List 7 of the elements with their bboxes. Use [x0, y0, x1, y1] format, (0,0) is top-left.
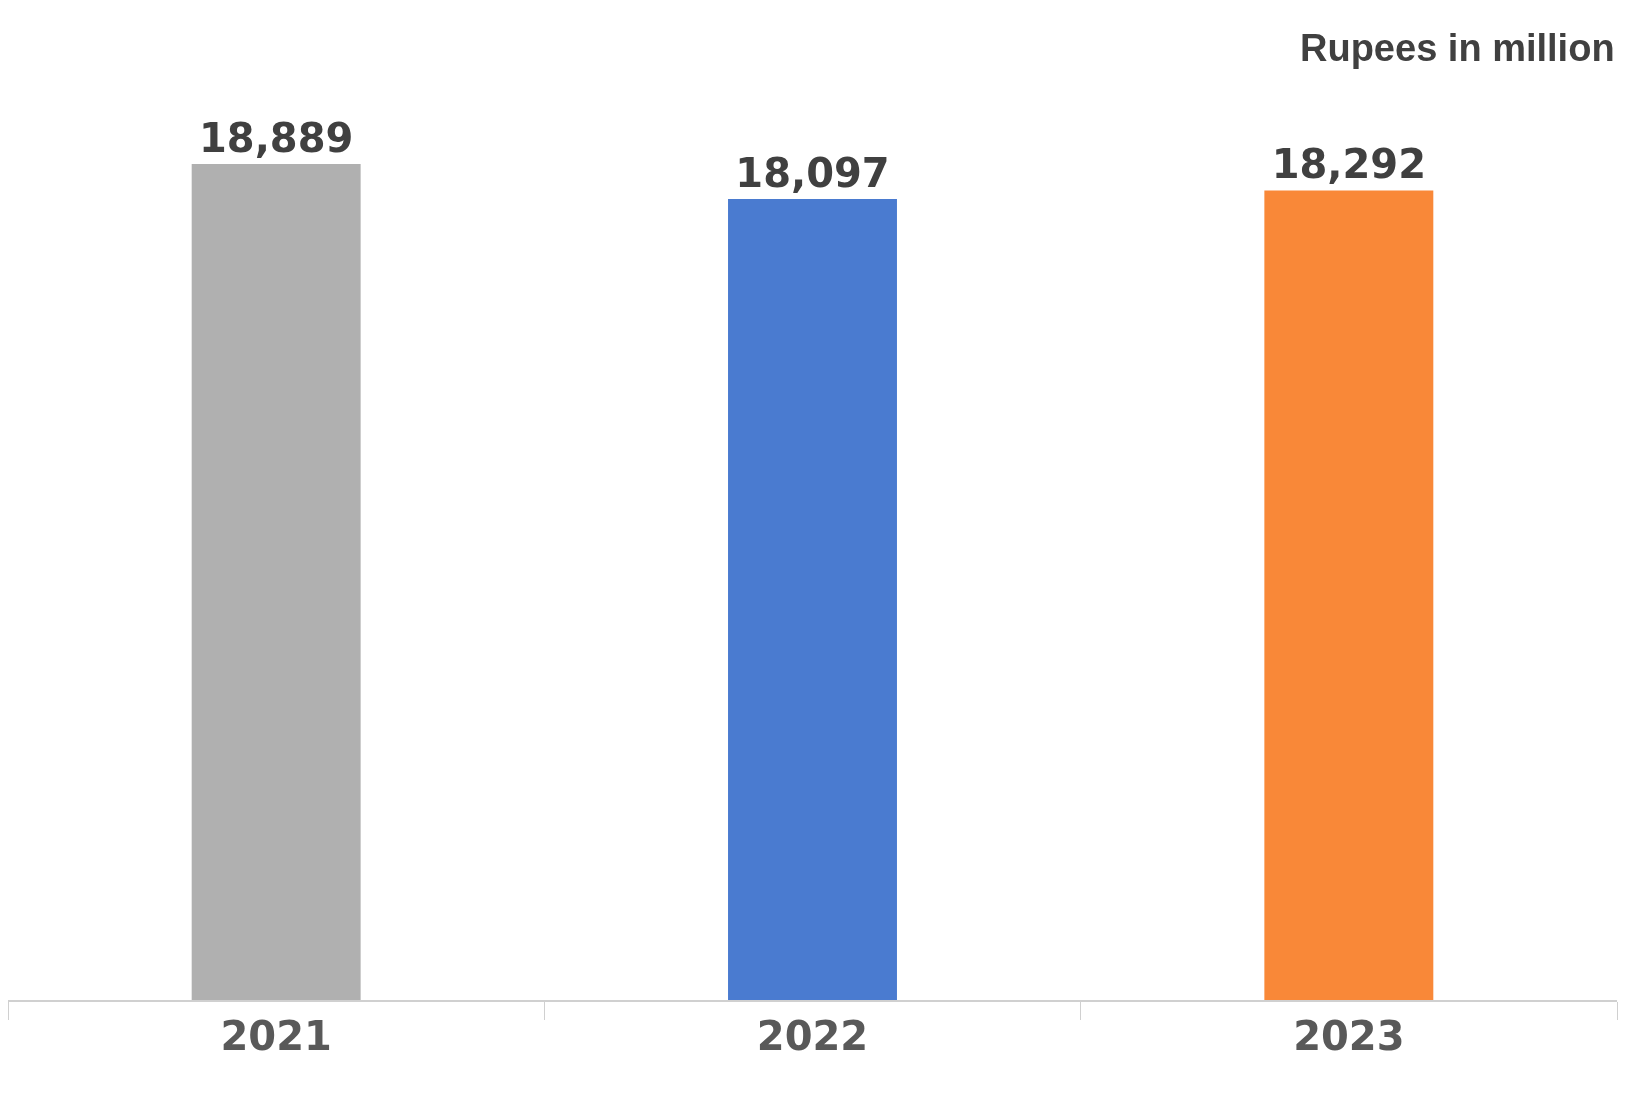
data-label: 18,292 [1271, 141, 1427, 188]
text: Rupees in million [1300, 27, 1615, 69]
x-tick-label: 2023 [1293, 1013, 1405, 1059]
data-label: 18,097 [735, 150, 890, 197]
x-tick-label: 2021 [220, 1013, 332, 1059]
x-tick-label: 2022 [756, 1013, 869, 1059]
data-label: 18,889 [198, 115, 354, 161]
